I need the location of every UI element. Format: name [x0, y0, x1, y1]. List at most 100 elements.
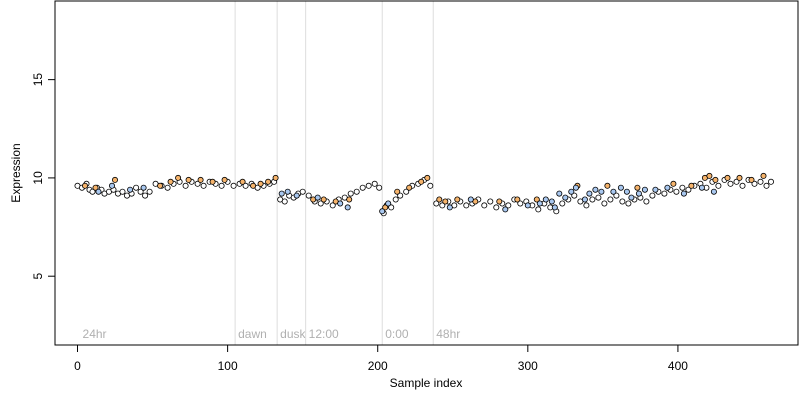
data-point [200, 182, 207, 189]
data-point [359, 184, 366, 191]
data-point [607, 196, 614, 203]
data-point [493, 204, 500, 211]
segment-lines: dawn dusk 12:00 0:00 48hr 24hr [83, 1, 460, 345]
data-point [371, 180, 378, 187]
data-point [698, 184, 705, 191]
data-point [127, 186, 134, 193]
data-point [146, 188, 153, 195]
data-point [724, 174, 731, 181]
data-point [119, 188, 126, 195]
data-point [320, 196, 327, 203]
start-label: 24hr [83, 327, 107, 341]
data-point [293, 192, 300, 199]
x-tick-label: 100 [218, 359, 238, 373]
data-point [265, 178, 272, 185]
data-point [317, 200, 324, 207]
data-point [634, 184, 641, 191]
data-point [680, 190, 687, 197]
data-point [487, 198, 494, 205]
data-point [610, 188, 617, 195]
data-point [167, 178, 174, 185]
x-tick-label: 300 [518, 359, 538, 373]
data-point [664, 184, 671, 191]
data-point [556, 190, 563, 197]
data-point [242, 182, 249, 189]
data-point [347, 190, 354, 197]
data-point [175, 174, 182, 181]
data-point [433, 200, 440, 207]
data-point [613, 192, 620, 199]
data-point [218, 182, 225, 189]
segment-label: 48hr [436, 327, 460, 341]
data-point [583, 202, 590, 209]
data-point [467, 196, 474, 203]
data-point [89, 188, 96, 195]
data-point [353, 188, 360, 195]
data-point [314, 194, 321, 201]
data-point [727, 180, 734, 187]
data-point [623, 188, 630, 195]
segment-label: dusk [280, 327, 306, 341]
segment-label: 0:00 [385, 327, 409, 341]
data-point [641, 186, 648, 193]
data-point [481, 202, 488, 209]
data-point [628, 194, 635, 201]
data-point [157, 182, 164, 189]
y-tick-label: 15 [31, 73, 45, 87]
data-point [406, 184, 413, 191]
data-point [197, 176, 204, 183]
data-point [524, 202, 531, 209]
data-point [592, 186, 599, 193]
data-point [736, 174, 743, 181]
data-point [137, 188, 144, 195]
x-tick-label: 0 [74, 359, 81, 373]
data-point [589, 196, 596, 203]
data-point [394, 188, 401, 195]
data-point [598, 188, 605, 195]
data-point [385, 200, 392, 207]
data-point [209, 178, 216, 185]
data-point [344, 204, 351, 211]
data-point [379, 208, 386, 215]
data-point [446, 204, 453, 211]
data-points [74, 172, 775, 217]
data-point [619, 198, 626, 205]
data-point [763, 182, 770, 189]
y-tick-label: 5 [31, 273, 45, 280]
data-point [329, 202, 336, 209]
data-point [284, 188, 291, 195]
data-point [278, 190, 285, 197]
y-axis-title: Expression [9, 143, 23, 202]
data-point [505, 202, 512, 209]
data-point [635, 190, 642, 197]
data-point [388, 204, 395, 211]
data-point [442, 198, 449, 205]
data-point [673, 188, 680, 195]
data-point [109, 182, 116, 189]
x-tick-label: 200 [368, 359, 388, 373]
y-tick-label: 10 [31, 171, 45, 185]
data-point [82, 182, 89, 189]
data-point [397, 192, 404, 199]
data-point [185, 176, 192, 183]
data-point [112, 176, 119, 183]
data-point [625, 200, 632, 207]
data-point [548, 198, 555, 205]
data-point [562, 194, 569, 201]
y-axis-ticks: 5 10 15 [31, 73, 55, 280]
data-point [502, 206, 509, 213]
data-point [517, 200, 524, 207]
data-point [706, 172, 713, 179]
data-point [542, 196, 549, 203]
data-point [739, 182, 746, 189]
data-point [595, 194, 602, 201]
data-point [346, 196, 353, 203]
data-point [365, 182, 372, 189]
data-point [760, 172, 767, 179]
data-point [496, 198, 503, 205]
data-point [643, 198, 650, 205]
data-point [454, 196, 461, 203]
data-point [559, 200, 566, 207]
data-point [194, 180, 201, 187]
data-point [257, 180, 264, 187]
